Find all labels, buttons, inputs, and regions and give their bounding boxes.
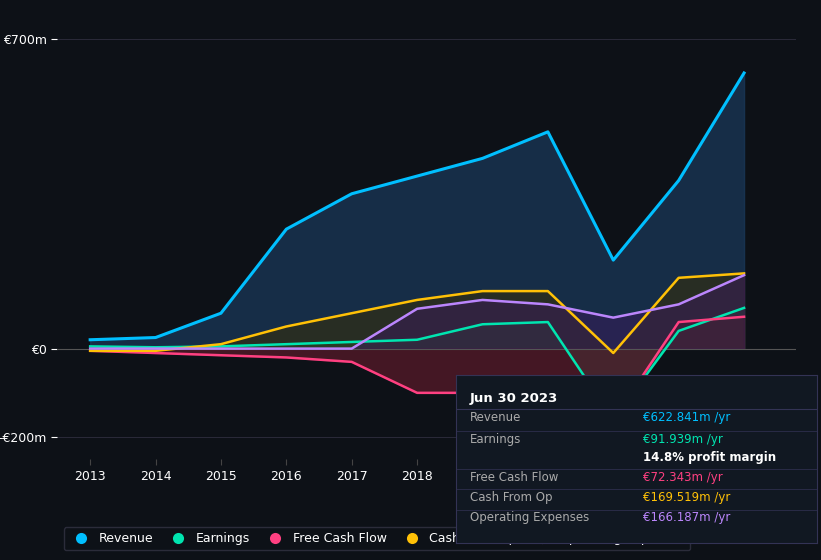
Text: Earnings: Earnings	[470, 432, 521, 446]
Text: Revenue: Revenue	[470, 410, 521, 424]
Text: €622.841m /yr: €622.841m /yr	[644, 410, 731, 424]
Text: €166.187m /yr: €166.187m /yr	[644, 511, 731, 525]
Text: Operating Expenses: Operating Expenses	[470, 511, 589, 525]
Text: €169.519m /yr: €169.519m /yr	[644, 491, 731, 505]
Text: 14.8% profit margin: 14.8% profit margin	[644, 451, 777, 464]
Text: Jun 30 2023: Jun 30 2023	[470, 392, 558, 405]
Text: Cash From Op: Cash From Op	[470, 491, 553, 505]
Text: €91.939m /yr: €91.939m /yr	[644, 432, 723, 446]
Legend: Revenue, Earnings, Free Cash Flow, Cash From Op, Operating Expenses: Revenue, Earnings, Free Cash Flow, Cash …	[64, 528, 690, 550]
Text: €72.343m /yr: €72.343m /yr	[644, 471, 723, 484]
Text: Free Cash Flow: Free Cash Flow	[470, 471, 558, 484]
